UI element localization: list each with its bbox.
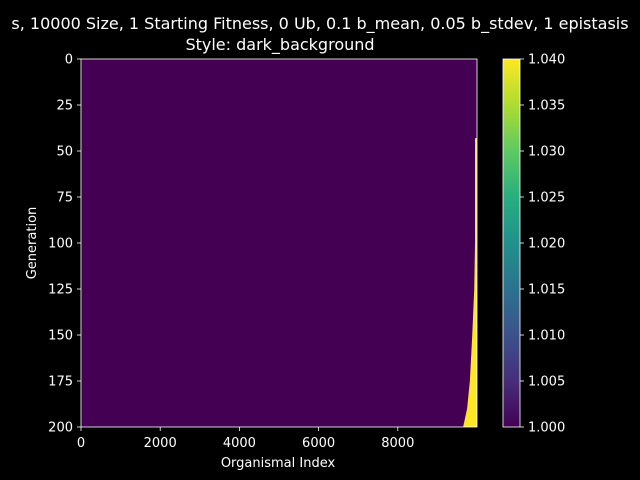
x-axis-ticks: 0 2000 4000 6000 8000 [77, 427, 414, 451]
colorbar-tick-label: 1.020 [528, 237, 565, 252]
y-tick-label: 125 [48, 283, 73, 298]
y-tick-label: 200 [48, 421, 73, 436]
y-tick-label: 75 [56, 191, 73, 206]
colorbar-tick-label: 1.005 [528, 375, 565, 390]
y-tick-label: 150 [48, 329, 73, 344]
y-tick-label: 175 [48, 375, 73, 390]
heatmap-plot [80, 58, 478, 428]
y-tick-label: 25 [56, 99, 73, 114]
x-axis-label: Organismal Index [221, 456, 336, 471]
colorbar-tick-label: 1.015 [528, 283, 565, 298]
y-tick-label: 50 [56, 145, 73, 160]
colorbar-ticks: 1.000 1.005 1.010 1.015 1.020 1.025 1.030 1.035… [520, 53, 565, 436]
x-tick-label: 4000 [223, 436, 256, 451]
colorbar [502, 58, 521, 428]
chart-title-line1: s, 10000 Size, 1 Starting Fitness, 0 Ub,… [11, 14, 628, 34]
colorbar-tick-label: 1.010 [528, 329, 565, 344]
heatmap-background [81, 59, 477, 427]
chart-title-line2: Style: dark_background [185, 35, 374, 55]
y-axis-ticks: 0 25 50 75 100 125 150 175 200 [48, 53, 81, 436]
colorbar-tick-label: 1.025 [528, 191, 565, 206]
x-tick-label: 8000 [381, 436, 414, 451]
x-tick-label: 6000 [302, 436, 335, 451]
y-axis-label: Generation [25, 207, 40, 280]
colorbar-tick-label: 1.000 [528, 421, 565, 436]
colorbar-tick-label: 1.035 [528, 99, 565, 114]
colorbar-tick-label: 1.040 [528, 53, 565, 68]
x-tick-label: 0 [77, 436, 85, 451]
y-tick-label: 0 [65, 53, 73, 68]
colorbar-tick-label: 1.030 [528, 145, 565, 160]
y-tick-label: 100 [48, 237, 73, 252]
x-tick-label: 2000 [144, 436, 177, 451]
high-fitness-region [463, 138, 477, 427]
